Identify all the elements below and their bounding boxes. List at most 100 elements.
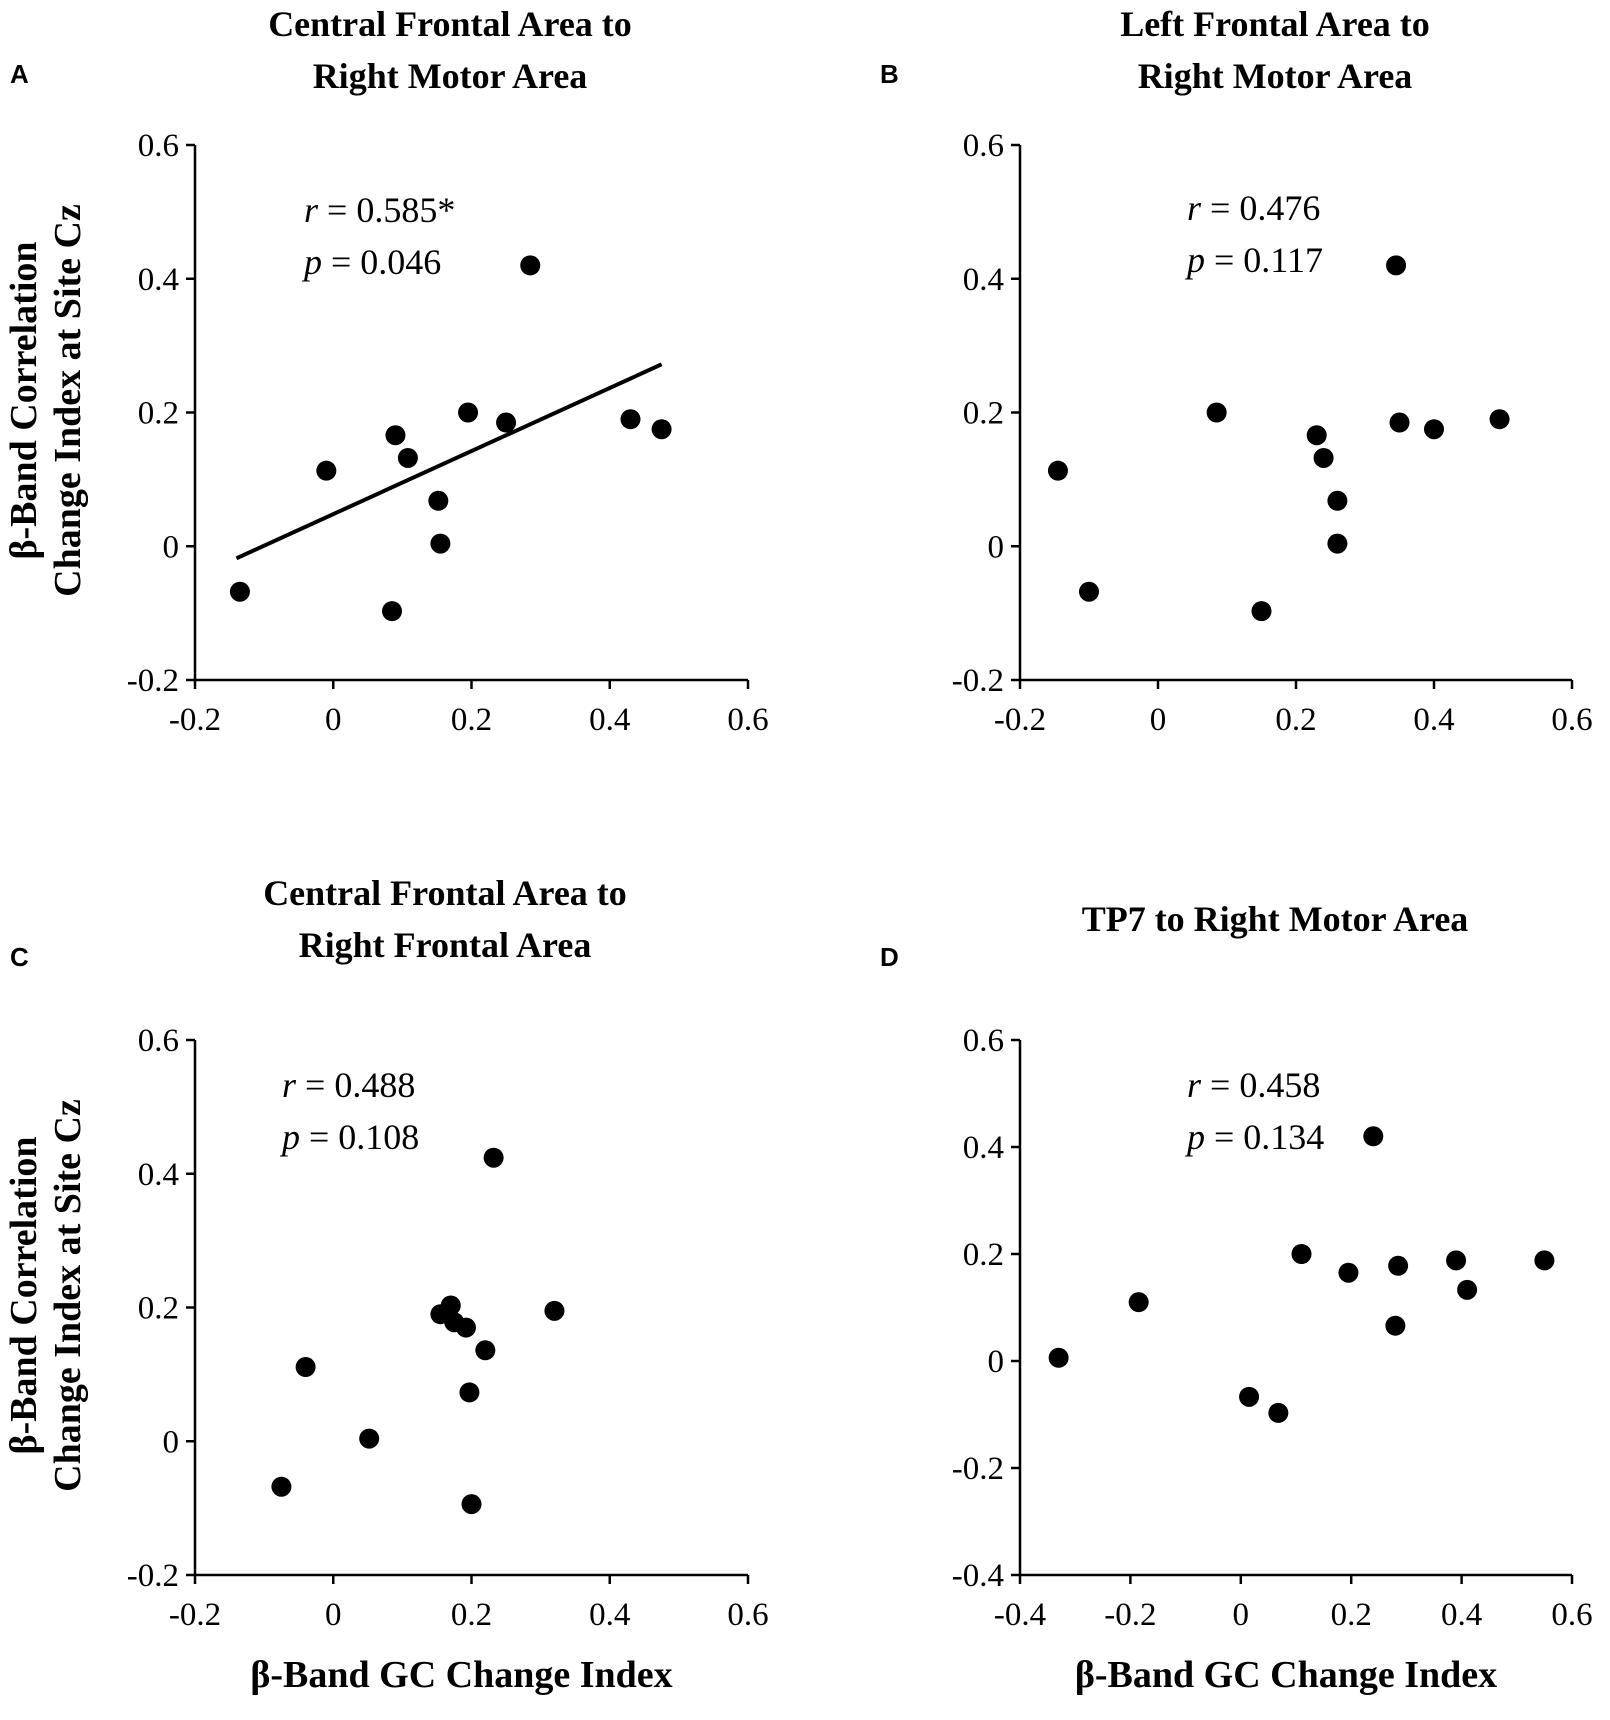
x-tick-label: -0.2 [169,1597,221,1633]
data-point [1388,1255,1409,1276]
y-tick-label: 0.2 [138,1291,179,1327]
x-tick-label: 0.2 [1275,702,1316,738]
y-tick-label: 0.6 [138,128,179,164]
data-point [1424,419,1444,440]
x-tick-label: 0.6 [727,1597,768,1633]
y-tick-label: 0.6 [138,1023,179,1059]
y-tick-label: 0 [163,529,180,565]
panel-letter: B [880,59,899,89]
r-value-text: = 0.458 [1201,1065,1320,1105]
data-point [1457,1279,1478,1300]
data-point [1079,581,1099,602]
data-point [620,409,641,430]
x-axis-label: β-Band GC Change Index [1075,1654,1497,1696]
data-point [440,1295,461,1316]
panel-title-line: Central Frontal Area to [268,4,632,44]
data-point [651,419,672,440]
data-point [1047,460,1068,481]
data-point [1386,255,1407,276]
data-point [385,425,406,446]
r-value-text: = 0.488 [296,1065,415,1105]
data-point [1239,1386,1260,1407]
data-point [1048,1347,1069,1368]
panel-letter: A [10,59,29,89]
p-symbol: p [279,1117,300,1157]
x-tick-label: 0 [1150,702,1167,738]
y-tick-label: 0.6 [963,128,1004,164]
data-point [1338,1262,1359,1283]
r-value: r = 0.458 [1187,1065,1320,1105]
data-point [1291,1244,1312,1264]
data-point [455,1317,476,1338]
y-tick-label: 0.4 [963,1130,1004,1166]
x-tick-label: 0.4 [589,1597,630,1633]
data-point [1313,447,1334,468]
x-tick-label: -0.2 [1104,1597,1156,1633]
r-symbol: r [1187,1065,1202,1105]
regression-line [235,362,663,561]
x-tick-label: 0.6 [1551,1597,1592,1633]
y-tick-label: 0 [163,1424,180,1460]
y-tick-label: 0.4 [138,262,179,298]
x-tick-label: -0.2 [169,702,221,738]
y-axis-label-line: Change Index at Site Cz [47,1099,89,1492]
data-point [1327,533,1348,554]
y-axis-label-line: β-Band Correlation [3,1136,45,1454]
data-point [271,1476,292,1497]
y-tick-label: 0.4 [963,262,1004,298]
x-tick-label: -0.4 [994,1597,1046,1633]
x-tick-label: 0 [1233,1597,1250,1633]
data-point [458,402,479,423]
data-point [1128,1292,1149,1313]
y-tick-label: 0.2 [963,1237,1004,1273]
panel-title-line: Central Frontal Area to [263,873,627,913]
data-point [428,490,449,511]
y-tick-label: 0.4 [138,1157,179,1193]
r-symbol: r [304,190,319,230]
x-tick-label: 0.2 [451,1597,492,1633]
x-tick-label: 0.4 [1441,1597,1482,1633]
y-tick-label: 0.2 [138,396,179,432]
y-axis-label-line: β-Band Correlation [3,241,45,559]
data-point [1489,409,1510,430]
panel-title-line: Left Frontal Area to [1120,4,1430,44]
x-tick-label: -0.2 [994,702,1046,738]
y-axis-label-line: Change Index at Site Cz [47,204,89,597]
data-point [459,1382,480,1403]
r-value-text: = 0.585* [318,190,455,230]
p-value: p = 0.117 [1184,240,1323,280]
data-point [1306,425,1327,446]
data-point [359,1428,380,1449]
panel-title-line: Right Motor Area [313,56,588,96]
data-point [461,1494,482,1515]
p-symbol: p [301,242,322,282]
x-tick-label: 0.2 [451,702,492,738]
y-tick-label: -0.2 [127,1558,179,1594]
panel-title-line: Right Frontal Area [299,925,592,965]
panel-d: D TP7 to Right Motor Area -0.4 -0.2 0 0.2 0.4 0… [880,899,1593,1696]
data-point [1363,1126,1384,1147]
data-point [295,1357,316,1378]
panel-title-line: Right Motor Area [1138,56,1413,96]
r-value: r = 0.476 [1187,188,1320,228]
p-value: p = 0.134 [1184,1117,1324,1157]
x-tick-label: 0.6 [727,702,768,738]
r-symbol: r [282,1065,297,1105]
r-value-text: = 0.476 [1201,188,1320,228]
y-tick-label: -0.2 [952,1451,1004,1487]
p-value-text: = 0.108 [300,1117,419,1157]
y-tick-label: 0 [988,529,1005,565]
data-point [1206,402,1227,423]
x-tick-label: 0 [325,702,342,738]
panel-a: A Central Frontal Area to Right Motor Area… [3,4,769,738]
data-point [1385,1315,1406,1336]
data-point [1251,601,1272,622]
x-tick-label: 0.2 [1331,1597,1372,1633]
data-point [520,255,541,276]
r-symbol: r [1187,188,1202,228]
y-tick-label: 0.6 [963,1023,1004,1059]
y-tick-label: -0.4 [952,1558,1004,1594]
r-value: r = 0.585* [304,190,455,230]
x-tick-label: 0.6 [1551,702,1592,738]
